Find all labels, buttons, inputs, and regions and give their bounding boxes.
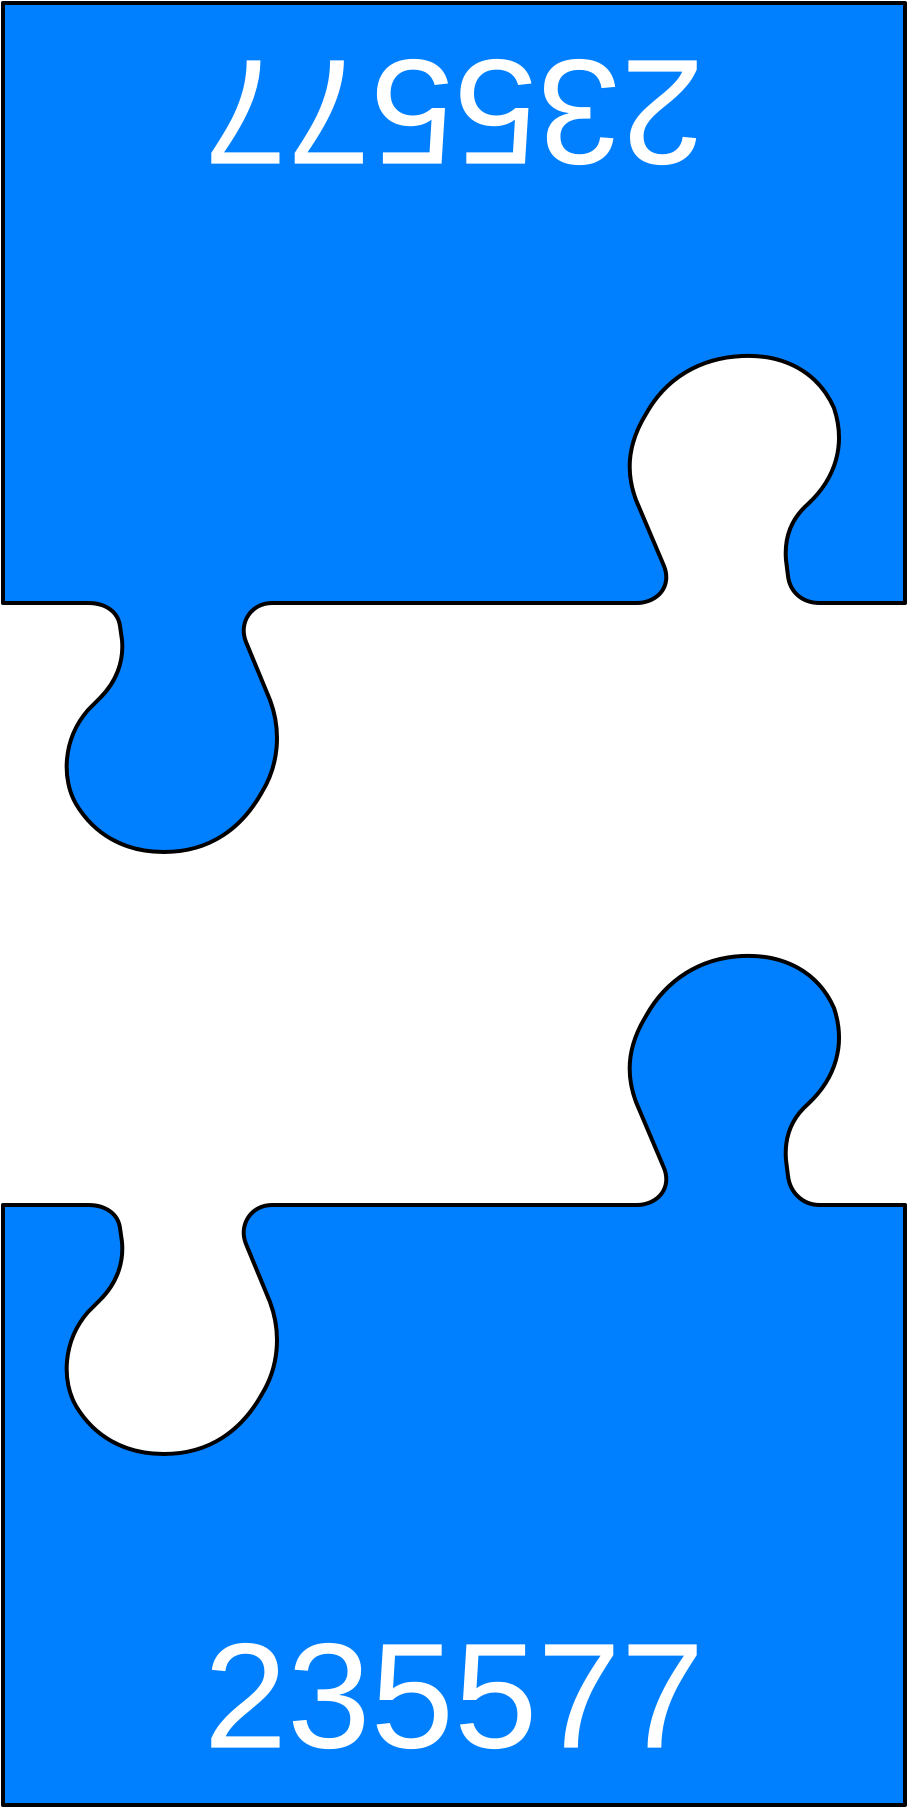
puzzle-piece-top-number: 235577 xyxy=(204,28,705,196)
puzzle-piece-bottom-number: 235577 xyxy=(204,1612,705,1780)
puzzle-piece-top: 235577 xyxy=(1,1,907,854)
puzzle-piece-bottom: 235577 xyxy=(1,953,907,1807)
puzzle-piece-top-shape xyxy=(1,1,907,854)
puzzle-piece-bottom-shape xyxy=(1,953,907,1807)
